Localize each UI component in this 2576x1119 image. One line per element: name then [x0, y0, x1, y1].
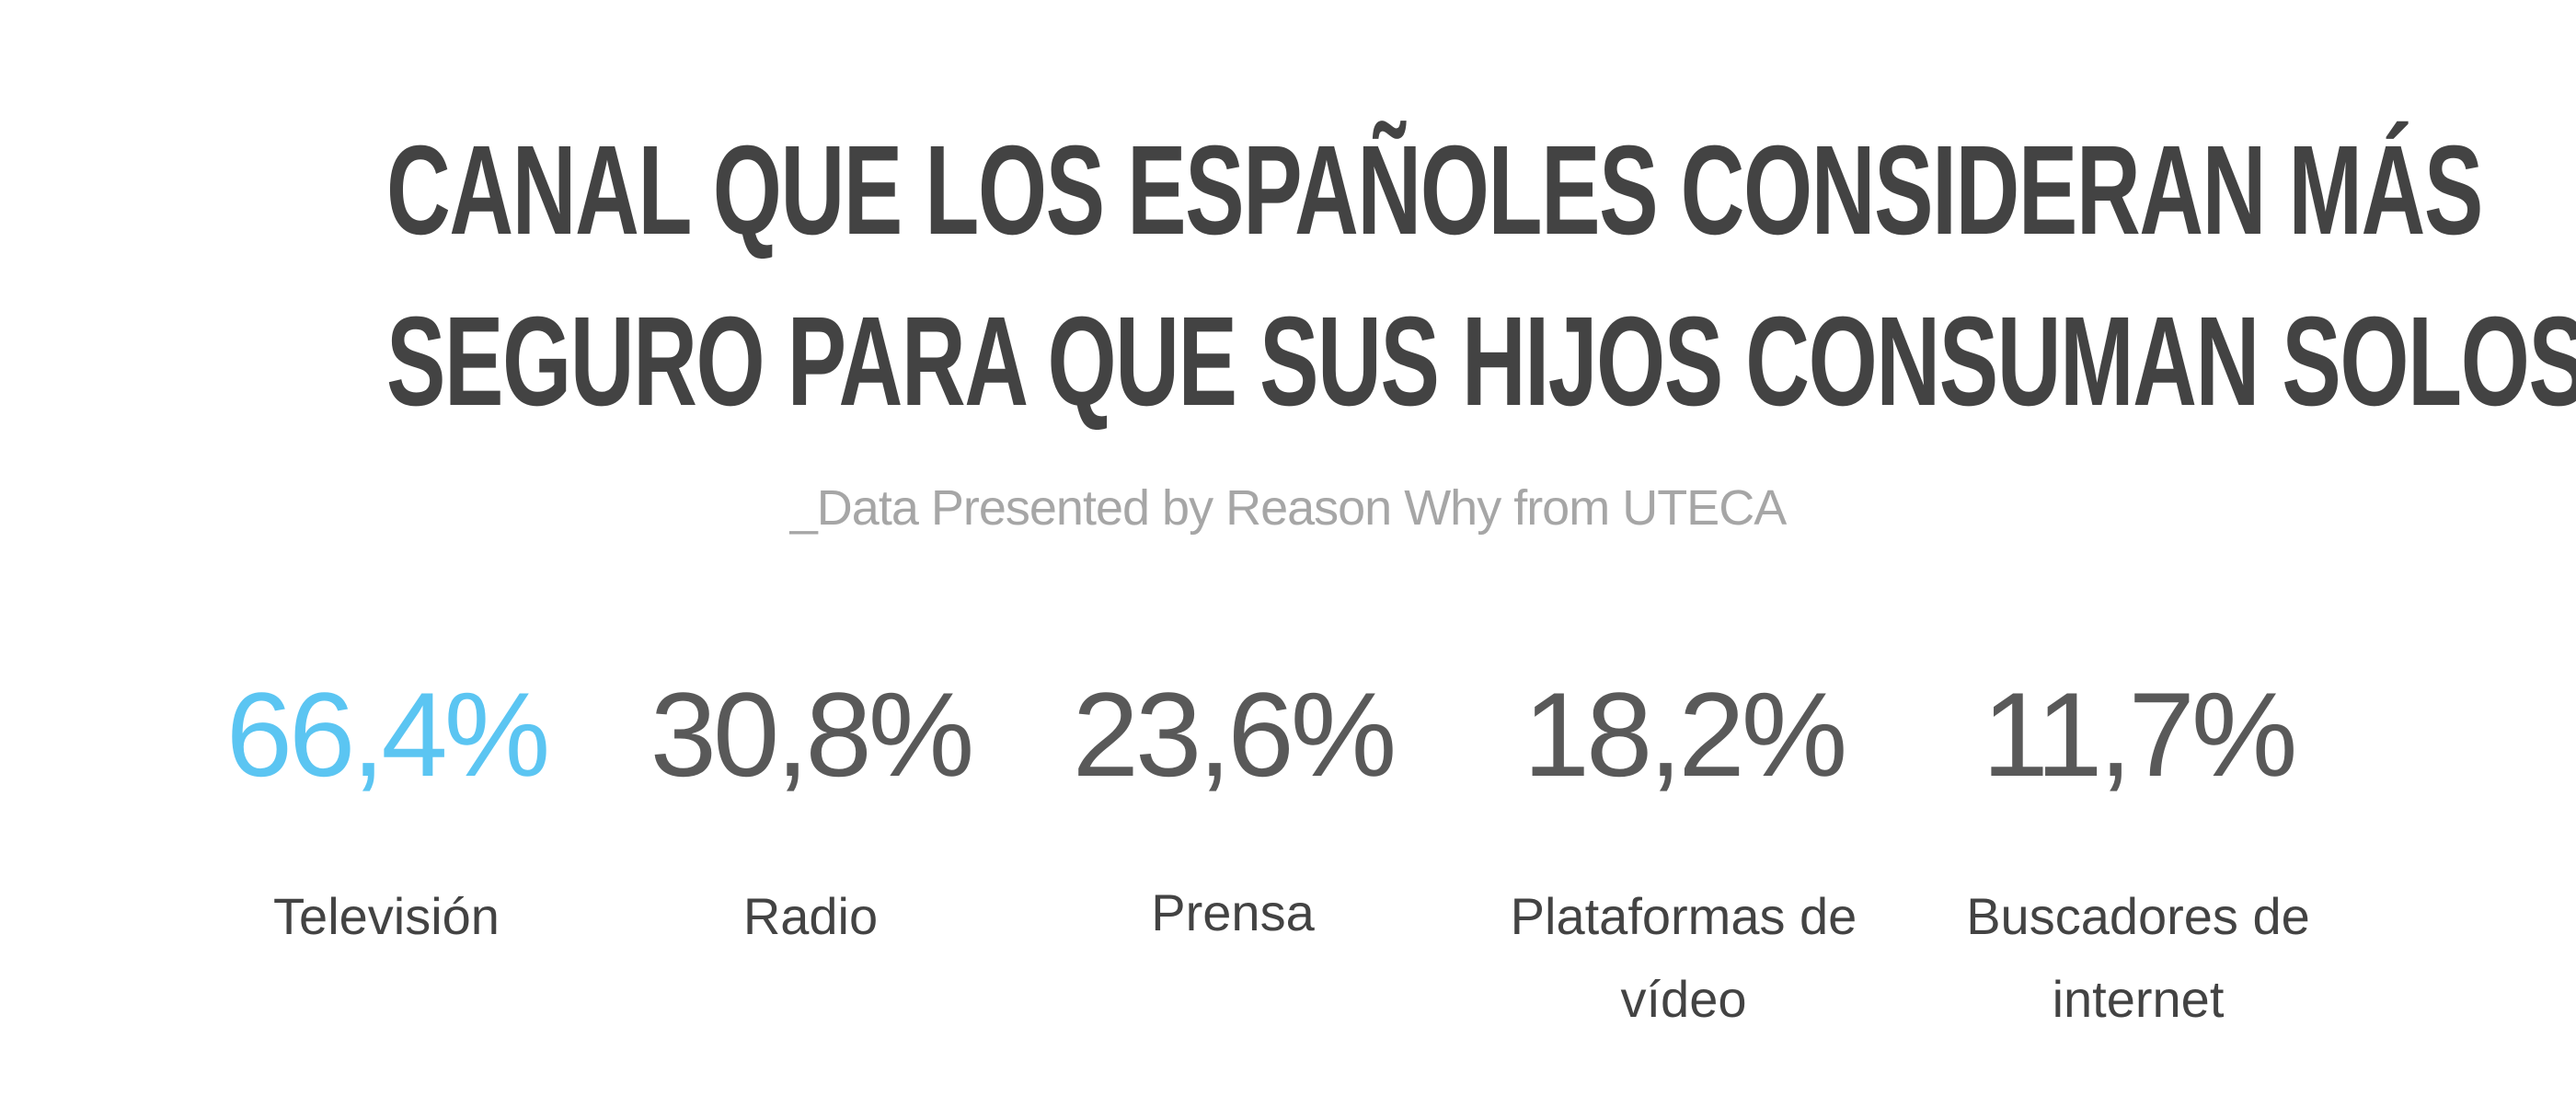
- stat-plataformas-de-video: 18,2% Plataformas de vídeo: [1463, 675, 1904, 1041]
- stat-television: 66,4% Televisión: [166, 675, 607, 958]
- stat-label: Radio: [742, 887, 879, 945]
- chart-title-line-1: CANAL QUE LOS ESPAÑOLES CONSIDERAN MÁS: [386, 120, 2483, 261]
- chart-title-line-2: SEGURO PARA QUE SUS HIJOS CONSUMAN SOLOS: [386, 291, 2576, 433]
- chart-subtitle: _Data Presented by Reason Why from UTECA: [789, 480, 1787, 536]
- stat-label: Plataformas de vídeo: [1510, 887, 1857, 1028]
- stat-label: Televisión: [273, 887, 500, 945]
- stat-prensa: 23,6% Prensa: [1012, 675, 1454, 954]
- stat-value: 23,6%: [1072, 667, 1397, 802]
- stat-value: 66,4%: [225, 667, 551, 802]
- stat-value: 30,8%: [650, 667, 975, 802]
- stat-label: Buscadores de internet: [1966, 887, 2310, 1028]
- stat-radio: 30,8% Radio: [590, 675, 1031, 958]
- stat-buscadores-de-internet: 11,7% Buscadores de internet: [1917, 675, 2359, 1041]
- stat-value: 11,7%: [1982, 667, 2298, 802]
- stat-value: 18,2%: [1523, 667, 1848, 802]
- stat-label: Prensa: [1151, 883, 1315, 941]
